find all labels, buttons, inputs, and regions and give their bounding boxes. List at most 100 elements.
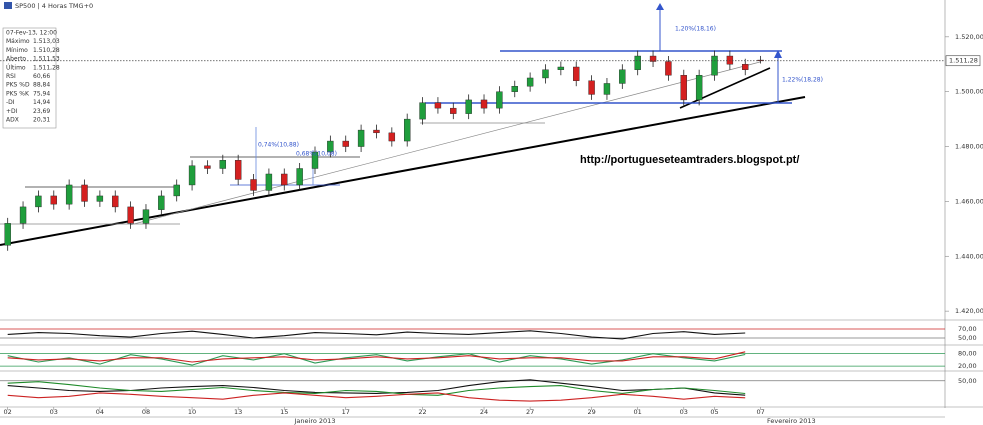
x-tick-label: 27 [526,408,534,416]
candle-body [357,129,365,147]
candle-body [526,77,534,87]
candle-body [757,59,764,62]
last-price-label: 1.511,28 [949,57,978,65]
y-tick-label: 1.420,00 [955,307,983,315]
info-value: 60,66 [33,73,50,80]
y-tick-label: 50,00 [958,377,977,385]
arrow-head [774,50,782,58]
indicator-line [7,353,746,366]
info-value: 20,31 [33,117,50,124]
info-value: 23,69 [33,108,50,115]
trendline [679,67,771,109]
candle-body [588,80,595,95]
candle-body [50,195,57,205]
last-price-box [945,55,981,67]
info-label: -DI [6,99,15,106]
candle-body [434,102,442,109]
x-tick-label: 02 [4,408,12,416]
candle-body [296,168,303,186]
x-tick-label: 22 [418,408,426,416]
candle-body [96,195,104,202]
y-tick-label: 80,00 [958,350,977,358]
candle-body [403,118,411,142]
candle-body [234,160,242,180]
info-value: 1.513,03 [33,38,60,45]
measure-label: 0,74%(10,88) [258,142,299,149]
candle-body [573,66,580,81]
candle-body [142,209,150,224]
url-annotation: http://portugueseteamtraders.blogspot.pt… [580,154,799,166]
x-tick-label: 03 [680,408,688,416]
measure-label: 1,20%(18,16) [675,26,716,33]
candle-body [711,55,718,76]
candle-body [634,55,641,70]
candle-body [173,184,180,197]
indicator-line [7,392,746,402]
candle-body [465,99,472,114]
x-tick-label: 07 [756,408,764,416]
info-value: 1.510,28 [33,47,60,54]
info-label: 07-Fev-13, 12:00 [6,30,57,37]
candle-body [542,69,549,79]
candle-body [373,129,380,134]
info-label: ADX [6,117,19,124]
candle-body [680,75,687,101]
candle-body [665,61,672,76]
y-tick-label: 1.480,00 [955,143,983,151]
candle-body [342,140,349,147]
indicator-line [7,381,746,396]
candle-body [557,66,565,70]
period-label: Janeiro 2013 [294,417,336,425]
candle-body [496,91,503,109]
chart-title: SP500 | 4 Horas TMG+0 [15,2,93,10]
candle-body [511,85,518,92]
x-tick-label: 13 [234,408,242,416]
y-tick-label: 1.520,00 [955,33,983,41]
y-tick-label: 70,00 [958,325,977,333]
info-label: PKS %D [6,82,30,89]
y-tick-label: 1.440,00 [955,252,983,260]
symbol-icon [4,2,12,9]
info-label: Último [6,64,26,71]
x-tick-label: 01 [634,408,642,416]
info-label: RSI [6,73,16,80]
indicator-line [7,351,746,363]
x-tick-label: 15 [280,408,288,416]
x-tick-label: 29 [587,408,595,416]
candle-body [158,195,165,210]
x-tick-label: 24 [480,408,488,416]
candle-body [281,173,288,186]
candle-body [619,69,626,84]
candle-body [603,83,611,95]
period-label: Fevereiro 2013 [767,417,816,425]
info-value: 1.511,53 [33,56,60,63]
candle-body [81,184,88,202]
x-tick-label: 10 [188,408,196,416]
candle-body [742,64,749,70]
info-value: 14,94 [33,99,50,106]
y-tick-label: 50,00 [958,334,977,342]
candle-body [35,195,42,208]
candle-body [327,140,334,153]
y-tick-label: 20,00 [958,362,977,370]
candle-body [19,206,27,224]
candle-body [204,165,211,169]
candle-body [450,107,457,114]
info-value: 88,84 [33,82,50,89]
trendline [129,61,761,226]
measure-label: 1,22%(18,28) [782,77,823,84]
info-label: Máximo [6,38,30,45]
info-value: 75,94 [33,90,50,97]
candle-body [388,132,396,142]
y-tick-label: 1.500,00 [955,88,983,96]
candle-body [188,165,196,186]
info-label: PKS %K [6,90,30,97]
info-frame [2,27,57,129]
candle-body [311,151,319,169]
info-label: Aberto [6,56,26,63]
candle-body [127,206,134,224]
